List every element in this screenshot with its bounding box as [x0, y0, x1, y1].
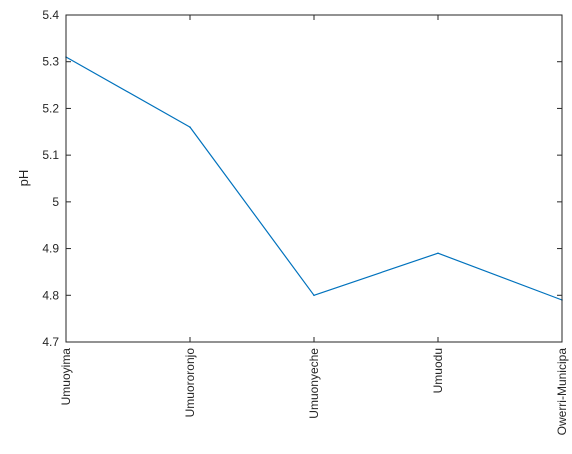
series-group	[65, 56, 563, 301]
data-point	[189, 126, 191, 128]
y-tick-label: 4.8	[42, 288, 59, 302]
y-tick-label: 5.2	[42, 101, 59, 115]
data-point	[313, 294, 315, 297]
y-tick-label: 5.1	[42, 148, 59, 162]
y-axis-label: pH	[16, 170, 31, 187]
y-tick-label: 5.4	[42, 8, 59, 22]
x-tick-label: Umuoyima	[59, 348, 73, 406]
x-tick-label: Umuodu	[431, 348, 445, 393]
y-tick-labels: 4.7 4.8 4.9 5 5.1 5.2 5.3 5.4	[42, 8, 59, 349]
x-tick-label: Owerri-Municipa	[555, 348, 569, 436]
x-tick-label: Umuonyeche	[307, 348, 321, 419]
y-tick-label: 4.9	[42, 242, 59, 256]
y-tick-label: 5.3	[42, 55, 59, 69]
plot-area-frame	[65, 14, 563, 343]
x-tick-labels: Umuoyima Umuororonjo Umuonyeche Umuodu Owerr…	[59, 348, 569, 436]
x-tick-label: Umuororonjo	[183, 348, 197, 418]
y-tick-label: 4.7	[42, 335, 59, 349]
y-axis-ticks	[66, 14, 562, 343]
y-tick-label: 5	[52, 195, 59, 209]
plot-area-background	[66, 15, 562, 342]
data-point	[437, 252, 439, 255]
